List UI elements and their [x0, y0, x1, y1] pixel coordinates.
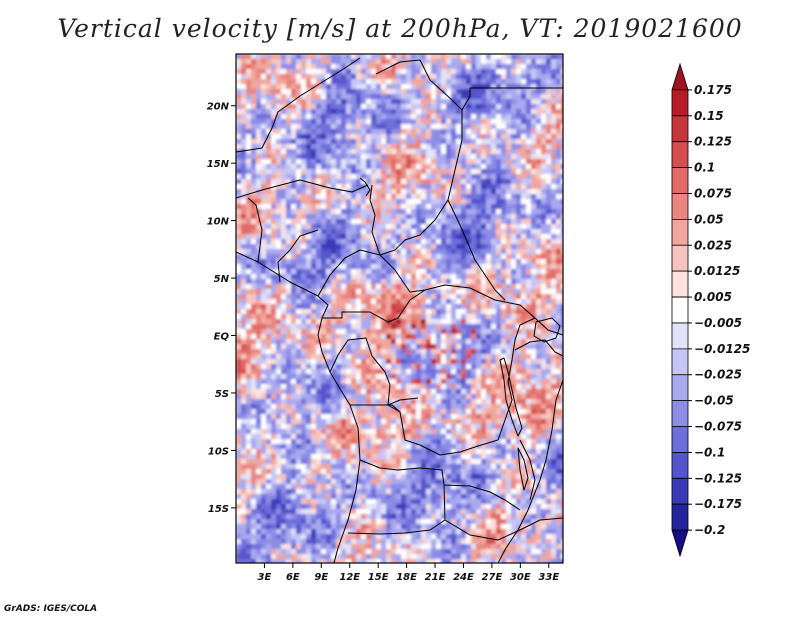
lake: [499, 357, 523, 437]
colorbar-band: [671, 529, 689, 558]
colorbar-label: 0.075: [694, 186, 732, 200]
colorbar-label: 0.025: [694, 238, 732, 252]
x-tick-label: 27E: [482, 572, 503, 583]
border: [387, 397, 419, 406]
x-tick-label: 24E: [453, 572, 474, 583]
border: [514, 339, 563, 357]
colorbar-band: [671, 218, 689, 246]
colorbar-band: [671, 348, 689, 376]
colorbar-label: −0.2: [694, 523, 725, 537]
y-tick-label: 5N: [214, 274, 230, 285]
colorbar-band: [671, 193, 689, 220]
border: [277, 229, 319, 283]
grads-credit: GrADS: IGES/COLA: [4, 604, 98, 614]
x-tick-label: 9E: [314, 572, 328, 583]
lake: [533, 317, 561, 343]
colorbar-band: [671, 270, 689, 298]
border: [247, 197, 263, 263]
map-frame: [235, 53, 564, 564]
colorbar-band: [671, 296, 689, 324]
border: [519, 439, 536, 501]
border: [375, 59, 463, 256]
x-tick-label: 21E: [425, 572, 446, 583]
y-axis: 20N 15N 10N 5N EQ 5S 10S 15S: [207, 102, 236, 515]
colorbar-band: [671, 452, 689, 479]
y-tick-label: EQ: [214, 332, 230, 343]
y-tick-label: 10S: [208, 446, 229, 457]
colorbar-band: [671, 426, 689, 453]
colorbar-band: [671, 115, 689, 143]
border: [447, 199, 506, 301]
colorbar-label: 0.15: [694, 109, 724, 123]
colorbar-label: −0.075: [694, 420, 742, 434]
y-tick-label: 10N: [207, 217, 230, 228]
x-tick-label: 3E: [258, 572, 272, 583]
border: [443, 484, 521, 511]
y-tick-label: 20N: [207, 102, 230, 113]
colorbar-band: [671, 503, 689, 531]
border: [322, 289, 426, 323]
y-tick-label: 15S: [208, 504, 229, 515]
colorbar-label: −0.025: [694, 368, 742, 382]
colorbar-band: [671, 62, 689, 91]
colorbar-label: 0.005: [694, 290, 732, 304]
colorbar-label: −0.175: [694, 497, 742, 511]
x-tick-label: 6E: [286, 572, 300, 583]
x-tick-label: 18E: [396, 572, 417, 583]
colorbar-label: −0.125: [694, 471, 742, 485]
colorbar-label: −0.005: [694, 316, 742, 330]
border: [350, 404, 401, 413]
border: [461, 87, 563, 111]
x-tick-label: 33E: [538, 572, 559, 583]
x-axis: 3E 6E 9E 12E 15E 18E 21E 24E 27E 30E 33E: [258, 563, 559, 583]
colorbar-band: [671, 141, 689, 168]
border: [444, 517, 563, 541]
x-tick-label: 15E: [368, 572, 389, 583]
colorbar-label: −0.0125: [694, 342, 750, 356]
border: [347, 519, 446, 535]
colorbar-band: [671, 167, 689, 194]
velocity-field: [236, 54, 563, 563]
colorbar-band: [671, 400, 689, 427]
colorbar-label: 0.05: [694, 212, 724, 226]
colorbar-label: 0.0125: [694, 264, 740, 278]
coastline-east: [497, 379, 563, 563]
x-tick-label: 30E: [510, 572, 531, 583]
border: [236, 57, 361, 153]
colorbar-band: [671, 244, 689, 272]
colorbar-band: [671, 322, 689, 350]
colorbar-label: −0.05: [694, 394, 734, 408]
river: [359, 177, 371, 197]
x-tick-label: 12E: [339, 572, 360, 583]
colorbar-label: −0.1: [694, 445, 725, 459]
y-tick-label: 15N: [207, 159, 230, 170]
colorbar-band: [671, 477, 689, 505]
colorbar-band: [671, 89, 689, 117]
border: [236, 179, 369, 199]
colorbar: 0.175 0.15 0.125 0.1 0.075 0.05 0.025 0.0125 0.0…: [671, 62, 750, 558]
y-tick-label: 5S: [215, 389, 229, 400]
lake: [517, 447, 529, 491]
colorbar-label: 0.175: [694, 83, 732, 97]
colorbar-band: [671, 374, 689, 402]
chart-title: Vertical velocity [m/s] at 200hPa, VT: 2…: [57, 14, 743, 43]
country-borders: [236, 57, 563, 563]
border: [317, 249, 381, 297]
colorbar-label: 0.125: [694, 135, 732, 149]
colorbar-label: 0.1: [694, 161, 715, 175]
border: [497, 317, 536, 441]
